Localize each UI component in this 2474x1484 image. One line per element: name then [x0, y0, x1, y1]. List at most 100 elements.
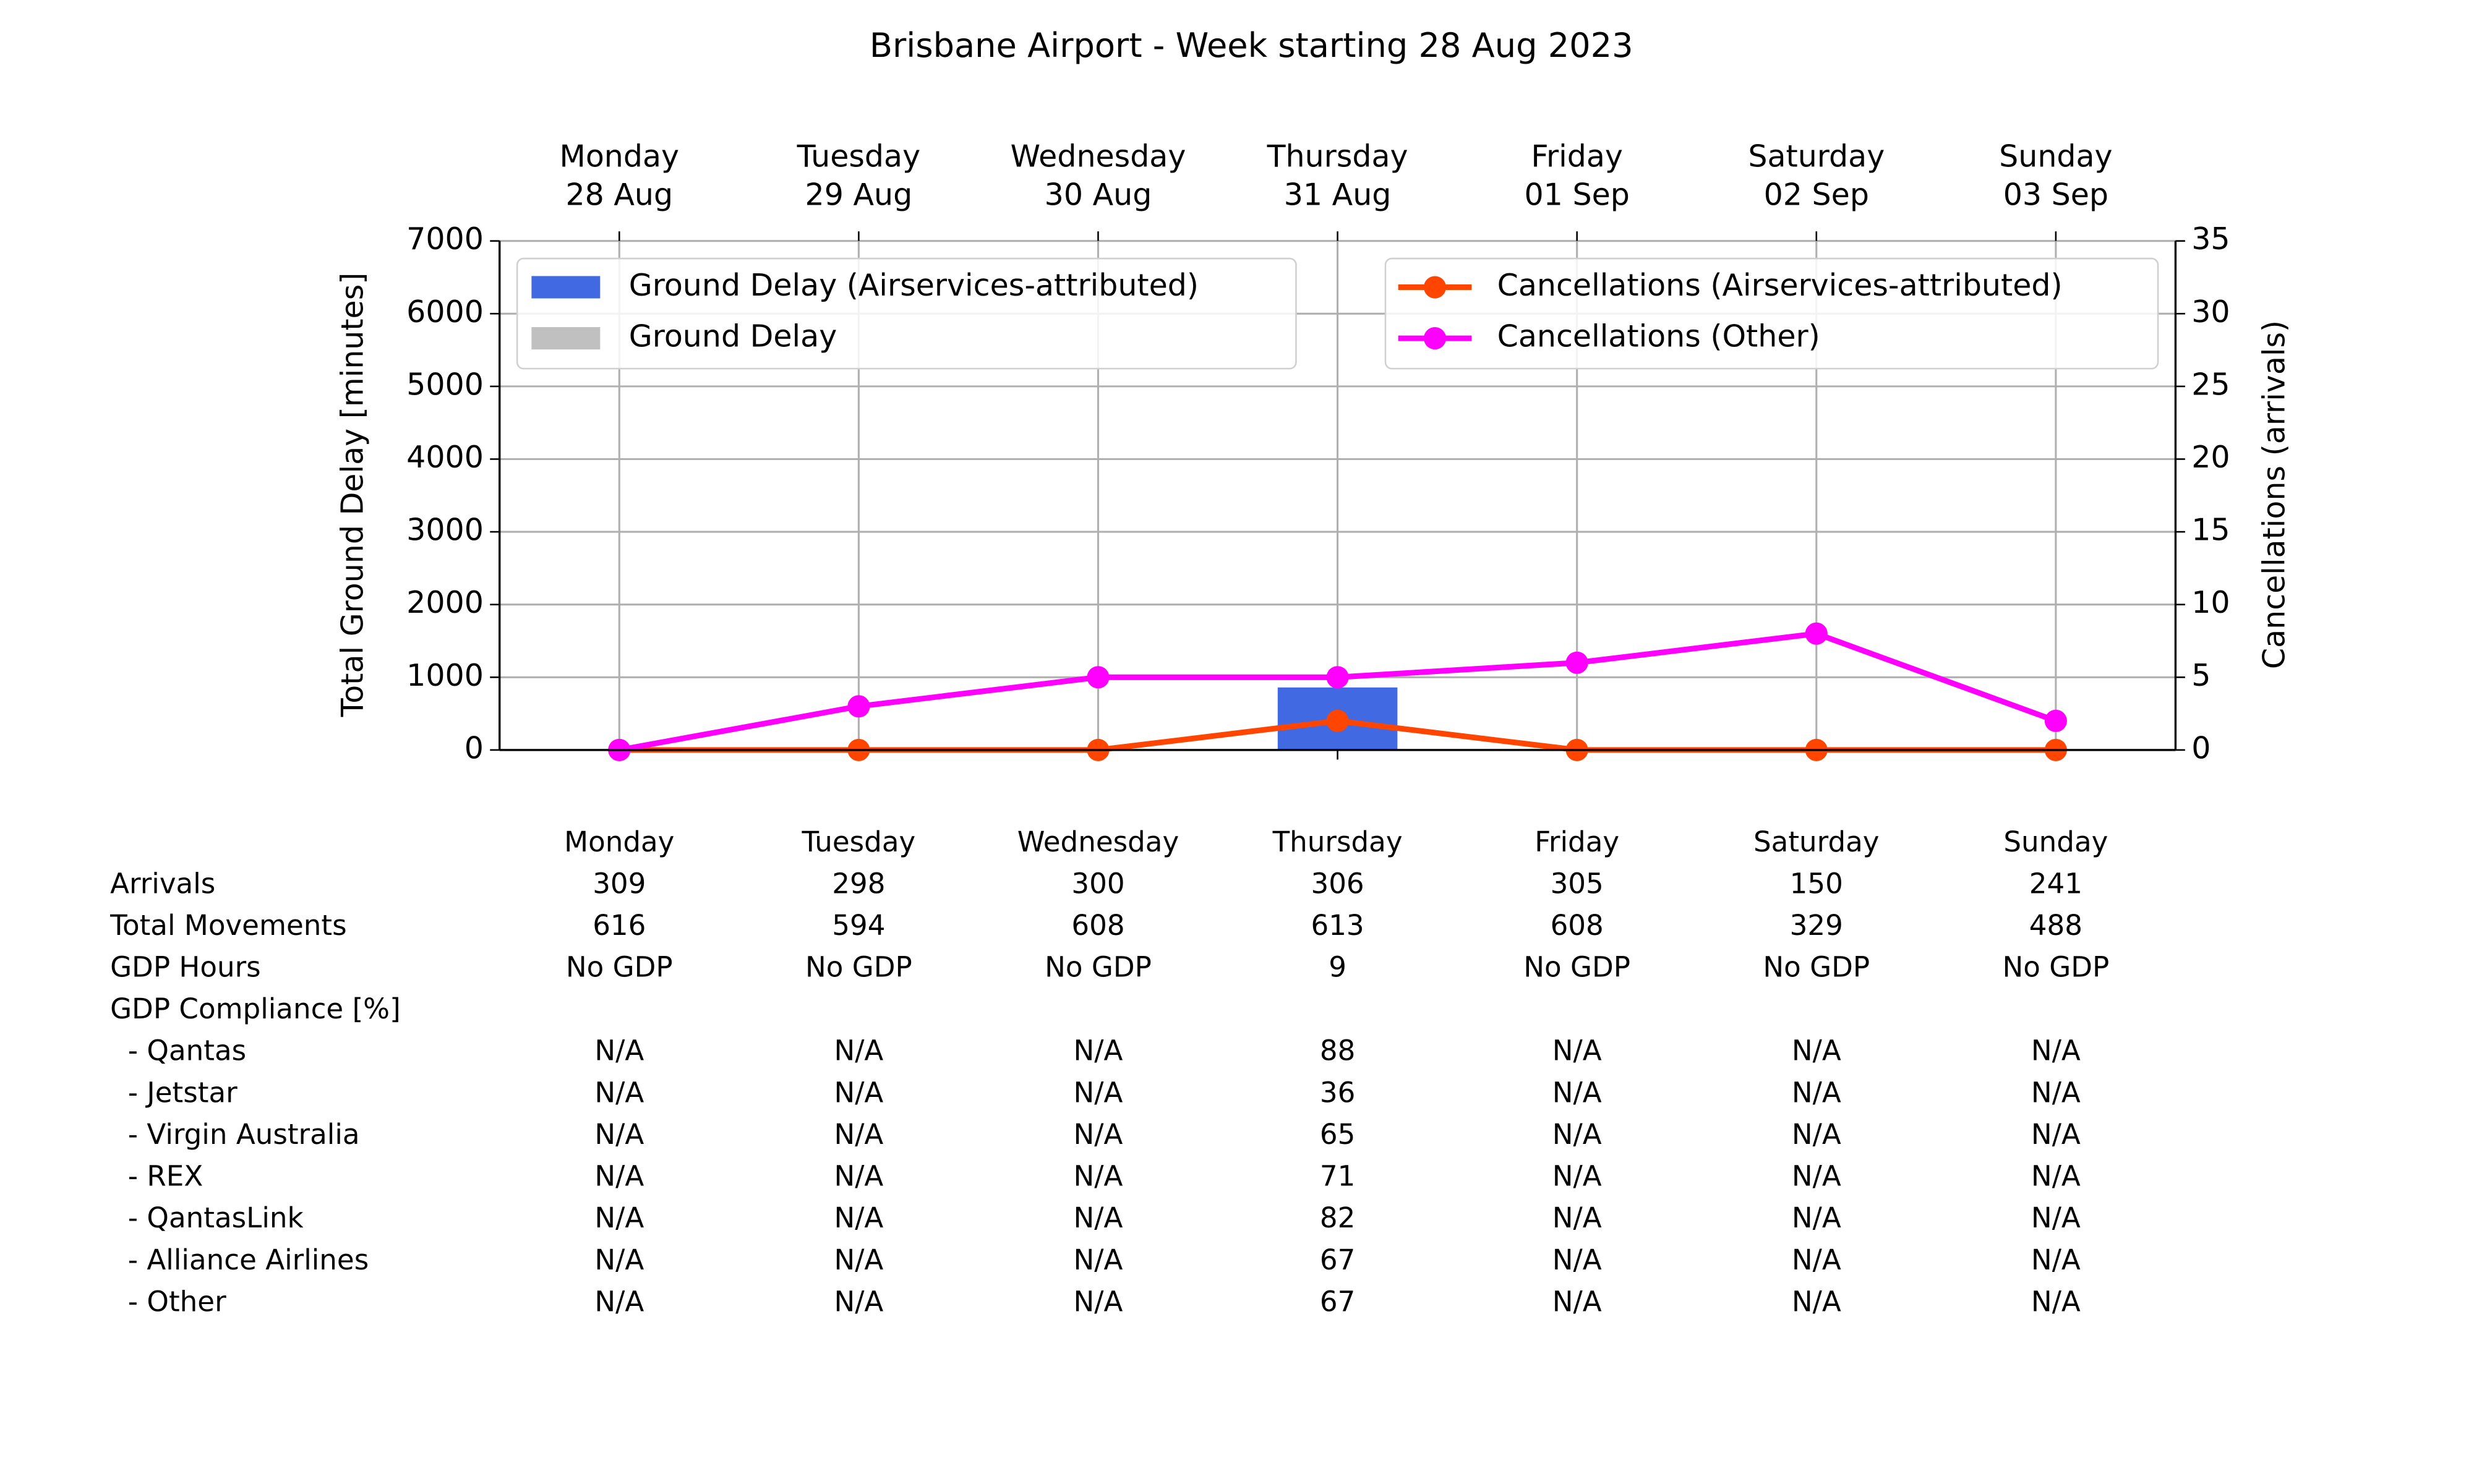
table-cell: N/A	[1074, 1118, 1123, 1151]
table-cell: 88	[1320, 1034, 1355, 1067]
legend-label: Cancellations (Airservices-attributed)	[1497, 267, 2063, 303]
table-cell: N/A	[834, 1243, 883, 1276]
table-cell: 488	[2029, 909, 2082, 942]
table-row-label: - Virgin Australia	[110, 1118, 360, 1151]
table-cell: 65	[1320, 1118, 1355, 1151]
table-cell: N/A	[1552, 1160, 1602, 1193]
y-tick-label: 7000	[406, 221, 484, 257]
table-row-label: - Qantas	[110, 1034, 246, 1067]
table-cell: 305	[1551, 867, 1604, 900]
legend-swatch	[531, 276, 601, 299]
table-cell: 608	[1551, 909, 1604, 942]
y-axis-label: Total Ground Delay [minutes]	[334, 273, 370, 718]
legend-swatch-marker	[1423, 327, 1447, 350]
legend-box	[516, 257, 1297, 370]
chart-title: Brisbane Airport - Week starting 28 Aug …	[870, 26, 1633, 65]
table-header: Thursday	[1272, 825, 1403, 858]
y-tick-label: 1000	[406, 657, 484, 693]
x-tick-label: Wednesday 30 Aug	[1011, 138, 1186, 212]
table-cell: N/A	[594, 1243, 644, 1276]
table-cell: N/A	[2031, 1160, 2081, 1193]
table-cell: 608	[1071, 909, 1124, 942]
table-cell: N/A	[1552, 1034, 1602, 1067]
table-cell: N/A	[594, 1076, 644, 1109]
table-cell: N/A	[2031, 1118, 2081, 1151]
table-cell: N/A	[1792, 1243, 1841, 1276]
table-cell: 309	[593, 867, 646, 900]
marker	[1087, 666, 1110, 689]
table-cell: 67	[1320, 1285, 1355, 1318]
table-cell: No GDP	[1763, 950, 1870, 983]
marker	[2044, 709, 2067, 732]
y2-tick-label: 35	[2191, 221, 2230, 257]
y-tick-label: 4000	[406, 439, 484, 475]
table-row-label: - REX	[110, 1160, 203, 1193]
x-tick-label: Tuesday 29 Aug	[797, 138, 920, 212]
table-cell: 594	[832, 909, 885, 942]
table-cell: 82	[1320, 1201, 1355, 1234]
table-cell: N/A	[1552, 1243, 1602, 1276]
table-row-label: - Other	[110, 1285, 226, 1318]
table-cell: N/A	[1552, 1201, 1602, 1234]
table-cell: N/A	[594, 1118, 644, 1151]
table-cell: 616	[593, 909, 646, 942]
x-tick-label: Sunday 03 Sep	[1999, 138, 2112, 212]
table-cell: No GDP	[1523, 950, 1630, 983]
table-row-label: - Jetstar	[110, 1076, 238, 1109]
table-cell: N/A	[1074, 1201, 1123, 1234]
y2-tick-label: 30	[2191, 294, 2230, 330]
table-cell: N/A	[834, 1201, 883, 1234]
table-row-label: - QantasLink	[110, 1201, 304, 1234]
table-row-label: Arrivals	[110, 867, 215, 900]
table-cell: 298	[832, 867, 885, 900]
table-cell: N/A	[594, 1285, 644, 1318]
table-cell: No GDP	[2002, 950, 2109, 983]
y2-tick-label: 5	[2191, 657, 2211, 693]
y-tick-label: 0	[464, 730, 484, 765]
table-cell: 150	[1790, 867, 1843, 900]
y2-tick-label: 20	[2191, 439, 2230, 475]
table-cell: N/A	[2031, 1034, 2081, 1067]
table-cell: N/A	[834, 1076, 883, 1109]
table-cell: 241	[2029, 867, 2082, 900]
x-tick-label: Monday 28 Aug	[560, 138, 680, 212]
table-header: Monday	[564, 825, 674, 858]
table-header: Wednesday	[1017, 825, 1179, 858]
x-tick-label: Thursday 31 Aug	[1267, 138, 1408, 212]
table-cell: N/A	[2031, 1201, 2081, 1234]
table-cell: N/A	[834, 1160, 883, 1193]
legend-box	[1384, 257, 2159, 370]
table-cell: N/A	[834, 1285, 883, 1318]
y-tick-label: 5000	[406, 366, 484, 402]
table-cell: N/A	[1792, 1034, 1841, 1067]
table-cell: No GDP	[805, 950, 912, 983]
table-cell: N/A	[1552, 1118, 1602, 1151]
table-cell: N/A	[1792, 1160, 1841, 1193]
table-row-label: GDP Hours	[110, 950, 261, 983]
marker	[1565, 651, 1588, 674]
table-cell: N/A	[1792, 1201, 1841, 1234]
table-header: Tuesday	[802, 825, 916, 858]
legend-swatch	[531, 327, 601, 350]
marker	[1326, 666, 1349, 689]
table-row-label: - Alliance Airlines	[110, 1243, 369, 1276]
table-header: Sunday	[2003, 825, 2108, 858]
table-header: Saturday	[1753, 825, 1880, 858]
table-cell: N/A	[2031, 1285, 2081, 1318]
y-tick-label: 6000	[406, 294, 484, 330]
y2-axis-label: Cancellations (arrivals)	[2256, 320, 2292, 669]
y2-tick-label: 10	[2191, 584, 2230, 620]
table-cell: 613	[1311, 909, 1364, 942]
table-cell: N/A	[834, 1118, 883, 1151]
table-cell: 300	[1071, 867, 1124, 900]
x-tick-label: Saturday 02 Sep	[1748, 138, 1885, 212]
table-cell: 36	[1320, 1076, 1355, 1109]
marker	[1805, 622, 1828, 645]
table-cell: No GDP	[1045, 950, 1152, 983]
legend-label: Cancellations (Other)	[1497, 318, 1820, 354]
y2-tick-label: 0	[2191, 730, 2211, 765]
y-tick-label: 2000	[406, 584, 484, 620]
legend-label: Ground Delay (Airservices-attributed)	[629, 267, 1199, 303]
